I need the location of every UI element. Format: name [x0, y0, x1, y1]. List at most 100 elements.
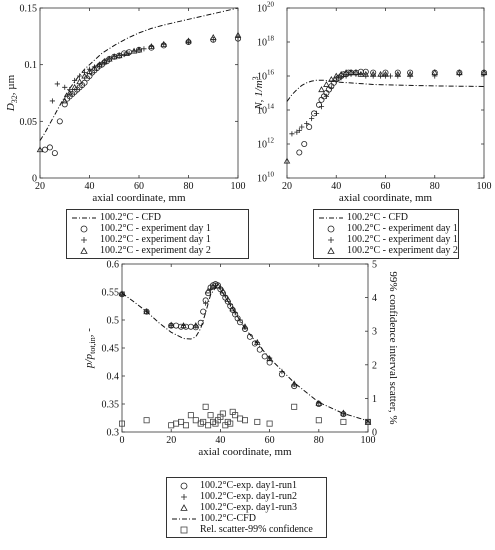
data-point	[333, 78, 339, 84]
data-point	[332, 72, 340, 79]
cfd-line	[39, 7, 239, 141]
data-point	[115, 52, 123, 59]
data-point	[185, 37, 192, 44]
legend-symbol	[80, 247, 88, 254]
y-tick-label-right: 2	[372, 360, 377, 371]
x-tick-label: 20	[166, 435, 176, 446]
x-tick-label: 100	[477, 181, 492, 192]
x-axis-label: axial coordinate, mm	[198, 446, 292, 458]
data-point	[301, 140, 308, 147]
data-point	[227, 301, 233, 307]
data-point	[369, 70, 377, 77]
data-point	[364, 418, 371, 425]
x-tick-label: 60	[134, 181, 144, 192]
legend-label: 100.2°C - experiment day 1	[347, 223, 458, 234]
x-tick-label: 80	[430, 181, 440, 192]
y-label-tail: , -	[83, 328, 95, 338]
plot-frame-2	[121, 263, 369, 433]
data-point	[254, 418, 261, 425]
y-tick-label-right: 1	[372, 394, 377, 405]
y-tick-label: 1010	[257, 171, 275, 185]
y-tick-label: 1014	[257, 103, 275, 117]
data-point	[192, 417, 199, 424]
x-tick-label: 100	[361, 435, 376, 446]
y-tick-label-left: 0.55	[102, 288, 120, 299]
x-tick-label: 20	[35, 181, 45, 192]
legend-label: 100.2°C - CFD	[347, 212, 408, 223]
y-tick-exponent: 20	[267, 1, 275, 9]
data-point	[283, 157, 291, 164]
data-point	[77, 73, 83, 79]
data-point	[203, 300, 209, 306]
y-tick-label-right: 3	[372, 327, 377, 338]
data-point	[110, 53, 118, 60]
legend-marker	[81, 237, 87, 243]
data-point	[387, 73, 394, 79]
cfd-line	[121, 286, 369, 422]
data-point	[167, 321, 175, 328]
data-point	[296, 127, 302, 133]
data-point	[66, 89, 73, 96]
series-0	[119, 281, 371, 425]
y-label-sup: 3	[251, 76, 260, 80]
series-4	[119, 403, 371, 429]
y-tick-label-right: 4	[372, 293, 377, 304]
legend-symbol	[180, 526, 188, 534]
legend-marker	[180, 504, 188, 511]
legend-label: 100.2°C - experiment day 1	[100, 234, 211, 245]
data-point	[394, 70, 402, 77]
data-point	[432, 73, 438, 79]
data-point	[205, 422, 212, 429]
data-point	[192, 322, 200, 329]
legend-symbol	[180, 504, 188, 511]
data-point	[338, 75, 344, 81]
data-point	[187, 412, 194, 419]
data-point	[318, 104, 325, 110]
legend-symbol	[328, 237, 334, 243]
data-point	[61, 101, 68, 108]
legend-label: 100.2°C-CFD	[200, 513, 256, 524]
data-point	[86, 68, 93, 74]
legend-marker	[328, 237, 334, 243]
data-point	[229, 305, 236, 312]
legend-symbol	[180, 482, 188, 490]
x-tick-label: 60	[265, 435, 275, 446]
y-tick-label-left: 0.5	[107, 316, 120, 327]
data-point	[209, 34, 217, 40]
y-tick-label: 0.15	[20, 4, 38, 15]
series-2	[118, 282, 372, 425]
data-point	[352, 69, 360, 76]
legend-marker	[180, 526, 188, 534]
data-point	[304, 121, 310, 127]
data-point	[261, 353, 268, 360]
series-3	[36, 31, 242, 153]
legend-entry: 100.2°C-exp. day1-run1	[171, 480, 322, 491]
data-point	[227, 420, 234, 427]
data-point	[222, 293, 228, 299]
legend-chart-n: 100.2°C - CFD 100.2°C - experiment day 1 1…	[313, 209, 459, 259]
legend-chart-pressure: 100.2°C-exp. day1-run1 100.2°C-exp. day1-…	[166, 477, 327, 538]
data-point	[343, 73, 349, 79]
data-point	[347, 69, 355, 76]
y-label-main: p/p	[83, 353, 95, 369]
x-tick-label: 40	[85, 181, 95, 192]
data-point	[148, 43, 155, 50]
x-tick-label: 40	[331, 181, 341, 192]
legend-symbol	[319, 217, 343, 219]
y-tick-exponent: 12	[267, 137, 275, 145]
legend-label: 100.2°C - experiment day 2	[347, 245, 458, 256]
legend-label: 100.2°C-exp. day1-run1	[200, 480, 298, 491]
data-point	[76, 78, 83, 85]
data-point	[180, 322, 187, 329]
data-point	[61, 97, 69, 104]
data-point	[266, 355, 273, 362]
legend-symbol	[327, 225, 335, 233]
data-point	[241, 417, 248, 424]
cfd-line	[286, 79, 485, 102]
data-point	[237, 415, 244, 422]
legend-entry: 100.2°C - experiment day 2	[71, 245, 244, 256]
data-point	[362, 70, 370, 77]
data-point	[106, 55, 113, 62]
data-point	[200, 418, 207, 425]
